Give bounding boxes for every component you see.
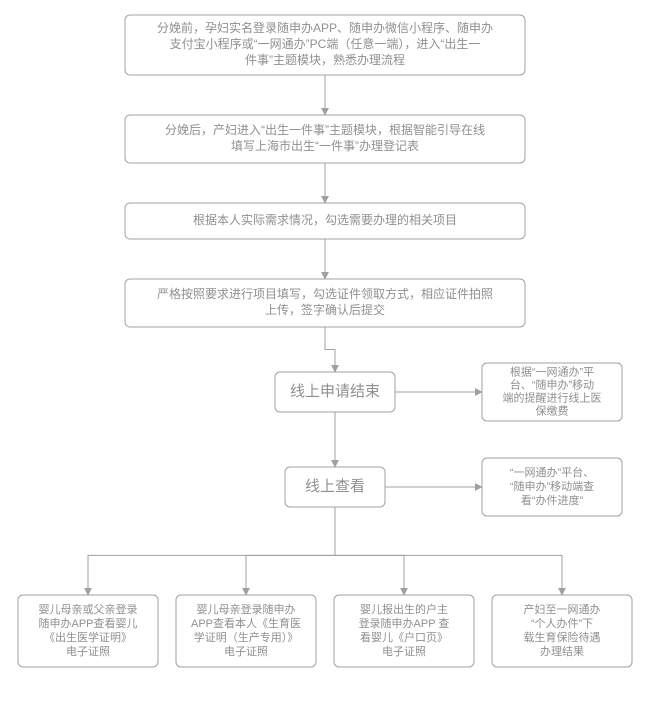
flow-edge [335,507,562,595]
flow-edge [246,507,335,595]
flow-node-b1: 婴儿母亲或父亲登录随申办APP查看婴儿《出生医学证明》电子证照 [18,595,158,667]
flow-node-text: “个人办件”下 [531,617,593,630]
flow-node-text: 电子证照 [66,645,110,658]
flow-node-n2: 分娩后，产妇进入“出生一件事”主题模块，根据智能引导在线填写上海市出生“一件事”… [125,115,525,163]
flow-node-text: 支付宝小程序或“一网通办”PC端（任意一端），进入“出生一 [170,36,481,51]
flow-edge [335,507,404,595]
flow-node-n3: 根据本人实际需求情况，勾选需要办理的相关项目 [125,203,525,239]
flow-node-text: APP查看本人《生育医 [191,616,301,630]
flow-node-text: 根据“一网通办”平 [510,364,594,378]
flow-node-text: 婴儿母亲或父亲登录 [39,602,138,616]
flow-node-b4: 产妇至一网通办“个人办件”下载生育保险待遇办理结果 [492,595,632,667]
flow-node-text: 《出生医学证明》 [44,630,132,644]
flow-node-text: 填写上海市出生“一件事”办理登记表 [231,138,419,153]
flow-node-text: 严格按照要求进行项目填写，勾选证件领取方式，相应证件拍照 [157,286,493,301]
flow-node-text: 端的提醒进行线上医 [503,390,602,404]
flow-node-text: 随申办APP查看婴儿 [38,616,137,630]
flow-node-text: 电子证照 [224,645,268,658]
flow-node-text: “一网通办”平台、 [510,465,594,479]
flow-node-text: 根据本人实际需求情况，勾选需要办理的相关项目 [193,212,457,227]
flow-node-text: 台、“随申办”移动 [510,377,594,391]
flow-node-text: 上传，签字确认后提交 [265,302,385,317]
flow-node-n6: 线上查看 [285,467,385,507]
flow-node-text: 学证明（生产专用）》 [194,630,299,644]
flow-node-text: 看婴儿《户口页》 [360,630,448,644]
flow-node-text: 分娩前，孕妇实名登录随申办APP、随申办微信小程序、随申办 [157,20,493,35]
flow-node-text: 婴儿母亲登录随申办 [197,602,296,616]
flow-node-text: 载生育保险待遇 [524,630,601,644]
flow-node-text: 办理结果 [540,645,584,658]
flow-node-text: 分娩后，产妇进入“出生一件事”主题模块，根据智能引导在线 [165,122,485,137]
flow-edge [88,507,335,595]
flow-node-n5b: 根据“一网通办”平台、“随申办”移动端的提醒进行线上医保缴费 [482,363,622,421]
flow-node-text: 登录随申办APP 查 [359,616,450,630]
flow-node-text: “随申办”移动端查 [510,479,594,493]
flow-node-b3: 婴儿报出生的户主登录随申办APP 查看婴儿《户口页》电子证照 [334,595,474,667]
flow-node-text: 产妇至一网通办 [524,602,601,616]
flow-node-text: 保缴费 [536,403,569,417]
flow-node-n4: 严格按照要求进行项目填写，勾选证件领取方式，相应证件拍照上传，签字确认后提交 [125,279,525,327]
flow-node-n6b: “一网通办”平台、“随申办”移动端查看“办件进度” [482,458,622,516]
flow-node-text: 电子证照 [382,645,426,658]
flow-node-n5: 线上申请结束 [275,372,395,412]
flow-node-text: 婴儿报出生的户主 [360,602,448,616]
flow-node-text: 线上申请结束 [290,383,380,400]
flow-node-n1: 分娩前，孕妇实名登录随申办APP、随申办微信小程序、随申办支付宝小程序或“一网通… [125,15,525,75]
flow-node-text: 看“办件进度” [521,493,584,507]
flow-node-text: 线上查看 [305,478,365,495]
flow-edge [325,327,335,372]
flow-node-text: 件事”主题模块，熟悉办理流程 [245,52,405,67]
flow-node-b2: 婴儿母亲登录随申办APP查看本人《生育医学证明（生产专用）》电子证照 [176,595,316,667]
